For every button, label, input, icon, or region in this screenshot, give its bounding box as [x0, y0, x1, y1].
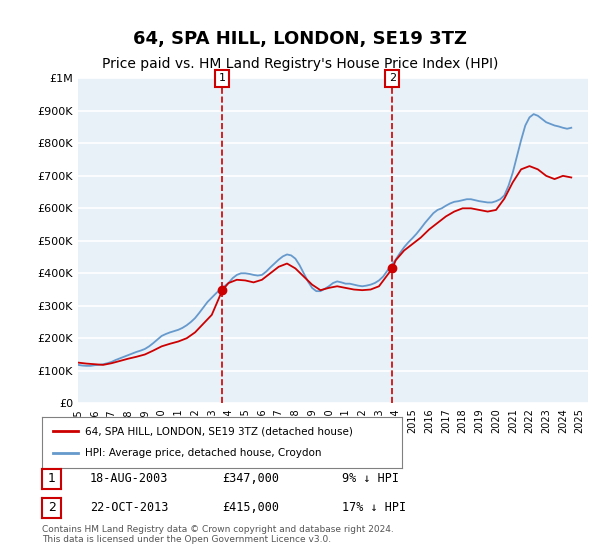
Text: £415,000: £415,000 — [222, 501, 279, 515]
Text: 2: 2 — [47, 501, 56, 515]
Text: 18-AUG-2003: 18-AUG-2003 — [90, 472, 169, 486]
Text: £347,000: £347,000 — [222, 472, 279, 486]
Text: Price paid vs. HM Land Registry's House Price Index (HPI): Price paid vs. HM Land Registry's House … — [102, 58, 498, 71]
Text: 2: 2 — [389, 73, 396, 83]
Text: 64, SPA HILL, LONDON, SE19 3TZ: 64, SPA HILL, LONDON, SE19 3TZ — [133, 30, 467, 48]
Text: 9% ↓ HPI: 9% ↓ HPI — [342, 472, 399, 486]
Text: HPI: Average price, detached house, Croydon: HPI: Average price, detached house, Croy… — [85, 449, 322, 459]
Text: 1: 1 — [47, 472, 56, 486]
Text: 64, SPA HILL, LONDON, SE19 3TZ (detached house): 64, SPA HILL, LONDON, SE19 3TZ (detached… — [85, 426, 353, 436]
Text: 1: 1 — [219, 73, 226, 83]
Text: 17% ↓ HPI: 17% ↓ HPI — [342, 501, 406, 515]
Text: Contains HM Land Registry data © Crown copyright and database right 2024.
This d: Contains HM Land Registry data © Crown c… — [42, 525, 394, 544]
Text: 22-OCT-2013: 22-OCT-2013 — [90, 501, 169, 515]
